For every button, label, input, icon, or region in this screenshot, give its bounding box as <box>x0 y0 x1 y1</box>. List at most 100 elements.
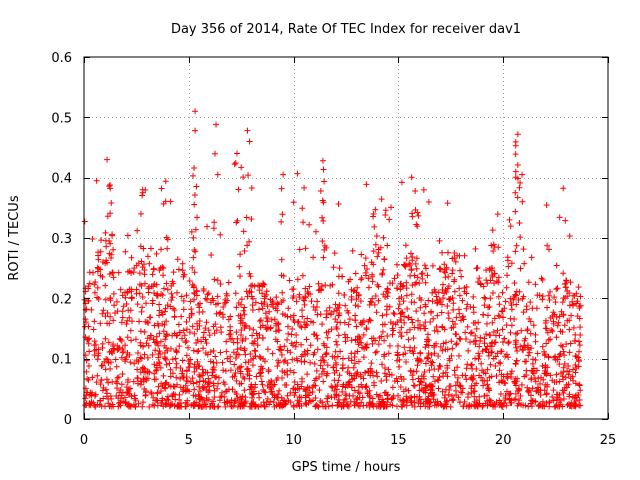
data-point <box>98 362 105 369</box>
data-point <box>321 242 328 249</box>
data-point <box>525 388 532 395</box>
data-point <box>268 386 275 393</box>
data-point <box>186 388 193 395</box>
data-point <box>566 317 573 324</box>
data-point <box>492 332 499 339</box>
data-point <box>102 335 109 342</box>
data-point <box>252 353 259 360</box>
data-point <box>486 266 493 273</box>
data-point <box>140 245 147 252</box>
data-point <box>465 391 472 398</box>
data-point <box>294 397 301 404</box>
data-point <box>191 330 198 337</box>
data-point <box>81 218 88 225</box>
data-point <box>334 341 341 348</box>
data-point <box>444 285 451 292</box>
data-point <box>86 335 93 342</box>
data-point <box>517 393 524 400</box>
data-point <box>97 320 104 327</box>
data-point <box>273 294 280 301</box>
data-point <box>396 295 403 302</box>
data-point <box>136 270 143 277</box>
data-point <box>516 397 523 404</box>
data-point <box>160 272 167 279</box>
data-point <box>196 309 203 316</box>
data-point <box>190 254 197 261</box>
data-point <box>476 393 483 400</box>
data-point <box>487 295 494 302</box>
data-point <box>160 265 167 272</box>
data-point <box>438 309 445 316</box>
data-point <box>425 297 432 304</box>
data-point <box>393 375 400 382</box>
data-point <box>422 319 429 326</box>
data-point <box>485 385 492 392</box>
data-point <box>217 324 224 331</box>
data-point <box>304 347 311 354</box>
data-point <box>330 264 337 271</box>
data-point <box>553 378 560 385</box>
data-point <box>180 386 187 393</box>
data-point <box>247 350 254 357</box>
data-point <box>234 346 241 353</box>
data-point <box>138 308 145 315</box>
data-point <box>314 298 321 305</box>
data-point <box>85 285 92 292</box>
data-point <box>446 296 453 303</box>
data-point <box>341 291 348 298</box>
data-point <box>136 281 143 288</box>
data-point <box>473 325 480 332</box>
data-point <box>450 300 457 307</box>
data-point <box>572 337 579 344</box>
data-point <box>164 347 171 354</box>
data-point <box>126 390 133 397</box>
data-point <box>577 331 584 338</box>
data-point <box>474 264 481 271</box>
data-point <box>394 392 401 399</box>
data-point <box>411 399 418 406</box>
data-point <box>389 395 396 402</box>
data-point <box>268 377 275 384</box>
data-point <box>532 356 539 363</box>
data-point <box>455 306 462 313</box>
data-point <box>206 379 213 386</box>
data-point <box>313 304 320 311</box>
data-point <box>183 373 190 380</box>
data-point <box>515 297 522 304</box>
data-point <box>123 321 130 328</box>
data-point <box>157 338 164 345</box>
data-point <box>378 378 385 385</box>
data-point <box>208 251 215 258</box>
data-point <box>409 372 416 379</box>
data-point <box>512 142 519 149</box>
data-point <box>383 288 390 295</box>
data-point <box>426 403 433 410</box>
data-point <box>274 363 281 370</box>
data-point <box>467 330 474 337</box>
data-point <box>342 338 349 345</box>
data-point <box>99 387 106 394</box>
data-point <box>505 354 512 361</box>
data-point <box>122 342 129 349</box>
data-point <box>521 260 528 267</box>
data-point <box>403 329 410 336</box>
data-point <box>207 299 214 306</box>
data-point <box>437 266 444 273</box>
data-point <box>388 204 395 211</box>
data-point <box>323 314 330 321</box>
data-point <box>232 160 239 167</box>
data-point <box>332 316 339 323</box>
data-point <box>244 242 251 249</box>
data-point <box>425 399 432 406</box>
data-point <box>517 234 524 241</box>
data-point <box>104 259 111 266</box>
data-point <box>139 304 146 311</box>
data-point <box>319 238 326 245</box>
data-point <box>158 246 165 253</box>
data-point <box>149 271 156 278</box>
data-point <box>160 372 167 379</box>
data-point <box>547 336 554 343</box>
data-point <box>431 378 438 385</box>
data-point <box>190 392 197 399</box>
data-point <box>546 297 553 304</box>
